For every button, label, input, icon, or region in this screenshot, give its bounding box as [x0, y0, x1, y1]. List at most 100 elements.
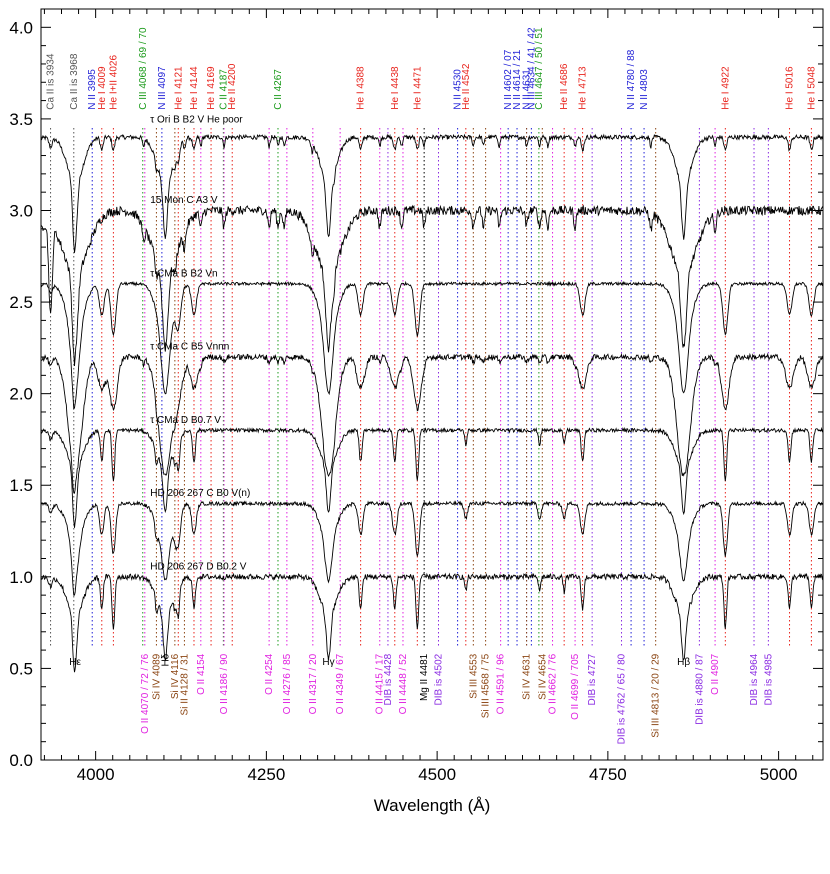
bottom-line-label: DIB is 4502 — [433, 653, 444, 705]
y-tick-label: 4.0 — [9, 18, 33, 37]
bottom-line-label: O II 4662 / 76 — [548, 653, 559, 714]
y-axis: 0.0 0.5 1.0 1.5 2.0 2.5 3.0 3.5 4.0 — [9, 18, 823, 770]
x-axis: 4000 4250 4500 4750 5000 — [43, 9, 814, 784]
star-label: HD 206 267 D B0.2 V — [150, 562, 246, 573]
top-line-label: He II 4200 — [227, 63, 238, 110]
spectrum-line — [40, 133, 824, 253]
top-line-label: N II 3995 — [87, 69, 98, 110]
top-line-label: He I 4388 — [356, 66, 367, 110]
spectrum-line — [40, 352, 824, 495]
top-line-label: N II 4614 / 21 — [512, 49, 523, 109]
bottom-line-label: DIB is 4762 / 65 / 80 — [617, 653, 628, 744]
bottom-line-label: O II 4448 / 52 — [398, 653, 409, 714]
bottom-line-label: Si III 4553 — [468, 653, 479, 698]
top-line-label: He I 5016 — [785, 66, 796, 110]
top-line-label: N II 4530 — [453, 69, 464, 110]
bottom-line-label: DIB is 4985 — [763, 653, 774, 705]
x-tick-label: 5000 — [760, 765, 798, 784]
star-labels: τ Ori B B2 V He poor 15 Mon C A3 V τ CMa B… — [150, 115, 250, 573]
bottom-line-label: Si III 4568 / 75 — [481, 653, 492, 718]
spectrum-line — [40, 500, 824, 596]
spectrum-line — [40, 426, 824, 528]
x-tick-label: 4000 — [77, 765, 115, 784]
bottom-line-label: O II 4349 / 67 — [335, 653, 346, 714]
top-line-label: N II 4602 / 07 — [503, 49, 514, 109]
star-label: HD 206 267 C B0 V(n) — [150, 488, 250, 499]
star-label: τ CMa C B5 Vnnn — [150, 342, 229, 353]
y-tick-label: 0.0 — [9, 751, 33, 770]
star-label: τ CMa B B2 Vn — [150, 268, 217, 279]
top-line-label: N III 4634 / 41 / 42 — [526, 27, 537, 110]
top-line-label: C II 4267 — [273, 69, 284, 110]
top-line-label: He I 4144 — [189, 66, 200, 110]
spectrum-line — [40, 572, 824, 673]
y-tick-label: 2.5 — [9, 293, 33, 312]
bottom-line-label: Si IV 4654 — [537, 653, 548, 700]
y-tick-label: 0.5 — [9, 659, 33, 678]
y-tick-label: 3.5 — [9, 110, 33, 129]
top-line-label: N II 4780 / 88 — [626, 49, 637, 109]
top-line-label: C II 4187 — [218, 69, 229, 110]
top-line-label: N III 4097 — [157, 66, 168, 110]
top-line-label: Ca II is 3968 — [69, 53, 80, 110]
bottom-line-label: O II 4070 / 72 / 76 — [140, 653, 151, 733]
spectrum-line — [40, 280, 824, 410]
top-line-label: N II 4631 — [522, 69, 533, 110]
top-line-label: He I 4009 — [97, 66, 108, 110]
spectrum-line — [40, 204, 824, 367]
top-line-label: Ca II is 3934 — [46, 53, 57, 110]
bottom-line-label: O II 4186 / 90 — [219, 653, 230, 714]
top-line-label: He I 5048 — [806, 66, 817, 110]
bottom-line-label: Si IV 4116 — [170, 653, 181, 699]
x-tick-label: 4750 — [589, 765, 627, 784]
bottom-line-label: DIB is 4428 — [383, 653, 394, 705]
bottom-line-label: O II 4154 — [196, 653, 207, 695]
x-tick-label: 4500 — [418, 765, 456, 784]
top-line-label: He I 4922 — [720, 66, 731, 110]
bottom-line-label: O II 4254 — [264, 653, 275, 695]
bottom-line-label: O II 4415 / 17 — [375, 653, 386, 714]
top-line-label: He I 4438 — [390, 66, 401, 110]
bottom-line-label: Si III 4813 / 20 / 29 — [651, 653, 662, 737]
bottom-line-label: Hγ — [322, 657, 334, 668]
bottom-line-label: Mg II 4481 — [419, 653, 430, 701]
bottom-line-label: Si IV 4089 — [151, 653, 162, 700]
top-line-label: He II 4686 — [559, 63, 570, 110]
top-line-label: He I 4471 — [412, 66, 423, 110]
top-line-label: N II 4803 — [639, 69, 650, 110]
bottom-line-label: O II 4317 / 20 — [308, 653, 319, 714]
top-line-label: He II 4542 — [461, 63, 472, 110]
bottom-line-label: DIB is 4964 — [749, 653, 760, 705]
x-tick-label: 4250 — [247, 765, 285, 784]
star-label: 15 Mon C A3 V — [150, 195, 218, 206]
y-tick-label: 2.0 — [9, 385, 33, 404]
bottom-line-label: DIB is 4880 / 87 — [694, 653, 705, 725]
bottom-line-label: O II 4699 / 705 — [570, 653, 581, 720]
bottom-line-label: O II 4276 / 85 — [282, 653, 293, 714]
top-line-label: C III 4647 / 50 / 51 — [534, 27, 545, 110]
top-line-label: C III 4068 / 69 / 70 — [138, 27, 149, 110]
top-line-label: He I 4713 — [578, 66, 589, 110]
top-line-label: He I+II 4026 — [108, 55, 119, 110]
bottom-line-label: Hε — [69, 657, 81, 668]
bottom-line-label: Si II 4128 / 31 — [179, 653, 190, 715]
plot-frame — [40, 8, 824, 761]
bottom-line-label: O II 4591 / 96 — [496, 653, 507, 714]
bottom-line-label: DIB is 4727 — [587, 653, 598, 705]
star-label: τ Ori B B2 V He poor — [150, 115, 243, 126]
bottom-line-label: Si IV 4631 — [522, 653, 533, 700]
star-label: τ CMa D B0.7 V — [150, 415, 221, 426]
top-line-label: He I 4121 — [173, 66, 184, 110]
bottom-line-label: Hδ — [160, 653, 171, 666]
x-axis-title: Wavelength (Å) — [374, 796, 491, 815]
bottom-line-label: Hβ — [677, 657, 690, 668]
top-line-label: He I 4169 — [206, 66, 217, 110]
y-tick-label: 1.0 — [9, 568, 33, 587]
y-tick-label: 1.5 — [9, 476, 33, 495]
y-tick-label: 3.0 — [9, 201, 33, 220]
bottom-line-label: O II 4907 — [710, 653, 721, 695]
